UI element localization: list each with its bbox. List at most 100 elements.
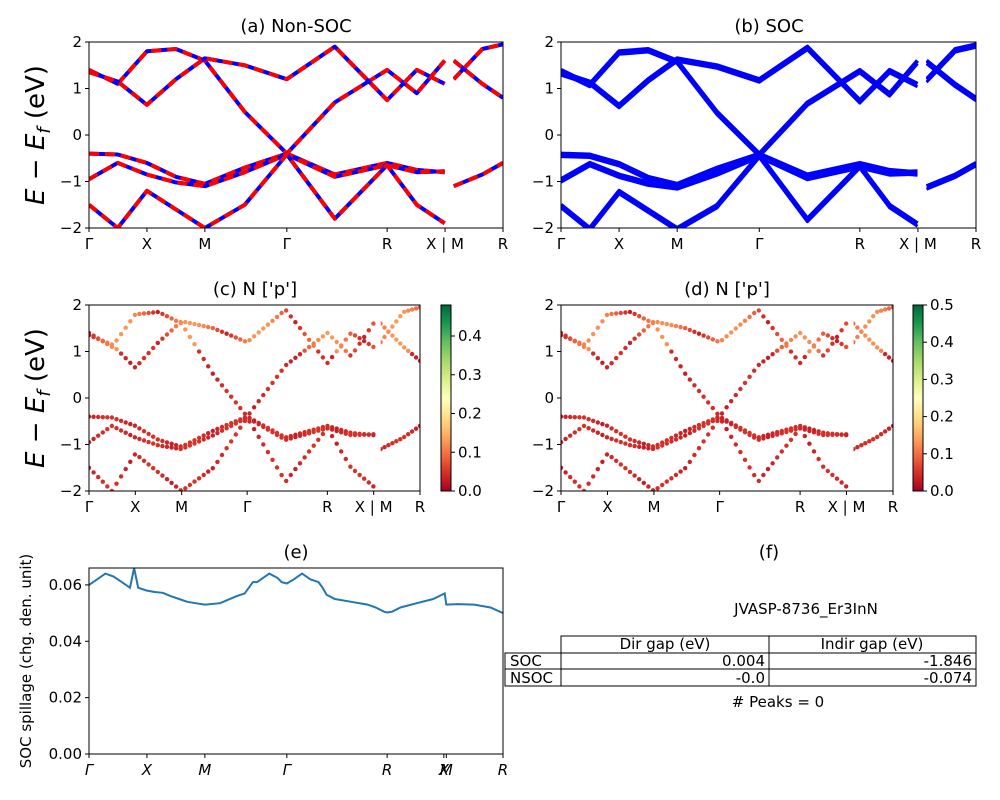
projection-point <box>219 428 225 433</box>
panel-e-plot: 0.000.020.040.06Γ X M Γ R XM R <box>49 567 508 779</box>
projection-point <box>311 343 316 348</box>
path-break <box>447 43 454 227</box>
projection-point <box>738 322 743 327</box>
projection-point <box>320 427 326 432</box>
projection-point <box>855 334 860 340</box>
projection-point <box>146 431 151 437</box>
panel-a: (a) Non-SOC −2 −1 0 1 2 Γ X M Γ R X | M R E − Ef (e… <box>21 16 508 253</box>
projection-point <box>604 312 610 318</box>
projection-point <box>233 335 238 340</box>
projection-point <box>229 333 234 338</box>
table-row-soc-dir: 0.004 <box>722 652 765 670</box>
projection-point <box>660 320 665 326</box>
projection-point <box>646 446 651 451</box>
projection-point <box>366 341 371 347</box>
projection-point <box>678 469 683 474</box>
projection-point <box>265 386 271 392</box>
projection-point <box>215 426 220 432</box>
projection-point <box>89 440 92 445</box>
projection-point <box>839 341 844 347</box>
projection-point <box>256 399 261 404</box>
projection-point <box>683 371 688 376</box>
projection-point <box>844 432 849 437</box>
projection-point <box>816 348 821 354</box>
projection-point <box>710 337 715 342</box>
projection-point <box>261 326 266 331</box>
projection-point <box>169 480 174 486</box>
projection-point <box>742 318 748 323</box>
projection-point <box>306 449 312 454</box>
projection-point <box>302 331 307 337</box>
projection-point <box>669 349 674 354</box>
projection-point <box>609 436 614 442</box>
projection-point <box>779 344 784 350</box>
projection-point <box>128 459 133 464</box>
projection-point <box>886 426 892 431</box>
projection-point <box>742 380 748 386</box>
projection-point <box>192 441 197 446</box>
projection-point <box>357 432 362 437</box>
projection-point <box>362 476 367 481</box>
projection-point <box>600 459 605 464</box>
projection-point <box>334 349 339 354</box>
projection-point <box>201 472 206 478</box>
projection-point <box>784 429 789 435</box>
projection-point <box>118 428 124 433</box>
projection-point <box>91 436 96 442</box>
projection-point <box>696 388 702 394</box>
band-line-soc <box>89 151 445 186</box>
projection-point <box>724 419 729 424</box>
projection-point <box>678 364 683 369</box>
projection-point <box>284 362 289 368</box>
projection-point <box>706 335 711 340</box>
projection-point <box>683 428 688 434</box>
projection-point <box>875 309 880 314</box>
projection-point <box>100 415 106 420</box>
projection-point <box>169 316 174 321</box>
projection-point <box>206 435 211 440</box>
projection-point <box>788 437 794 442</box>
projection-point <box>770 325 775 331</box>
y-tick-label: 1 <box>544 343 554 361</box>
projection-point <box>871 437 876 442</box>
projection-point <box>118 474 124 479</box>
y-tick-label: −2 <box>532 219 554 237</box>
projection-point <box>770 461 775 466</box>
projection-point <box>173 443 179 448</box>
projection-point <box>614 429 619 434</box>
projection-point <box>334 339 339 345</box>
projection-point <box>710 418 715 424</box>
projection-point <box>729 330 734 335</box>
projection-point <box>187 334 193 340</box>
projection-point <box>664 321 669 327</box>
colorbar-tick-label: 0.1 <box>458 443 482 461</box>
projection-point <box>348 464 353 469</box>
projection-point <box>329 433 335 439</box>
projection-point <box>402 309 407 314</box>
projection-point <box>779 449 784 454</box>
projection-point <box>339 343 344 348</box>
projection-point <box>247 338 252 343</box>
projection-point <box>390 441 395 446</box>
projection-point <box>816 456 821 462</box>
projection-point <box>270 318 275 323</box>
projection-point <box>96 474 101 480</box>
projection-point <box>151 441 156 446</box>
projection-point <box>96 433 101 438</box>
y-tick-label: 0.06 <box>49 576 82 594</box>
x-tick-label: M <box>198 761 211 779</box>
projection-point <box>242 418 248 424</box>
projection-point <box>164 444 170 449</box>
projection-point <box>867 337 872 342</box>
projection-point <box>793 427 798 432</box>
projection-point <box>409 429 415 434</box>
projection-point <box>609 361 614 366</box>
panel-f-title: (f) <box>759 542 779 563</box>
projection-point <box>224 426 229 431</box>
projection-point <box>844 321 849 326</box>
projection-point <box>821 353 826 358</box>
projection-point <box>669 322 674 328</box>
projection-point <box>132 452 138 457</box>
colorbar-tick-label: 0.2 <box>458 405 482 423</box>
projection-point <box>215 459 220 465</box>
